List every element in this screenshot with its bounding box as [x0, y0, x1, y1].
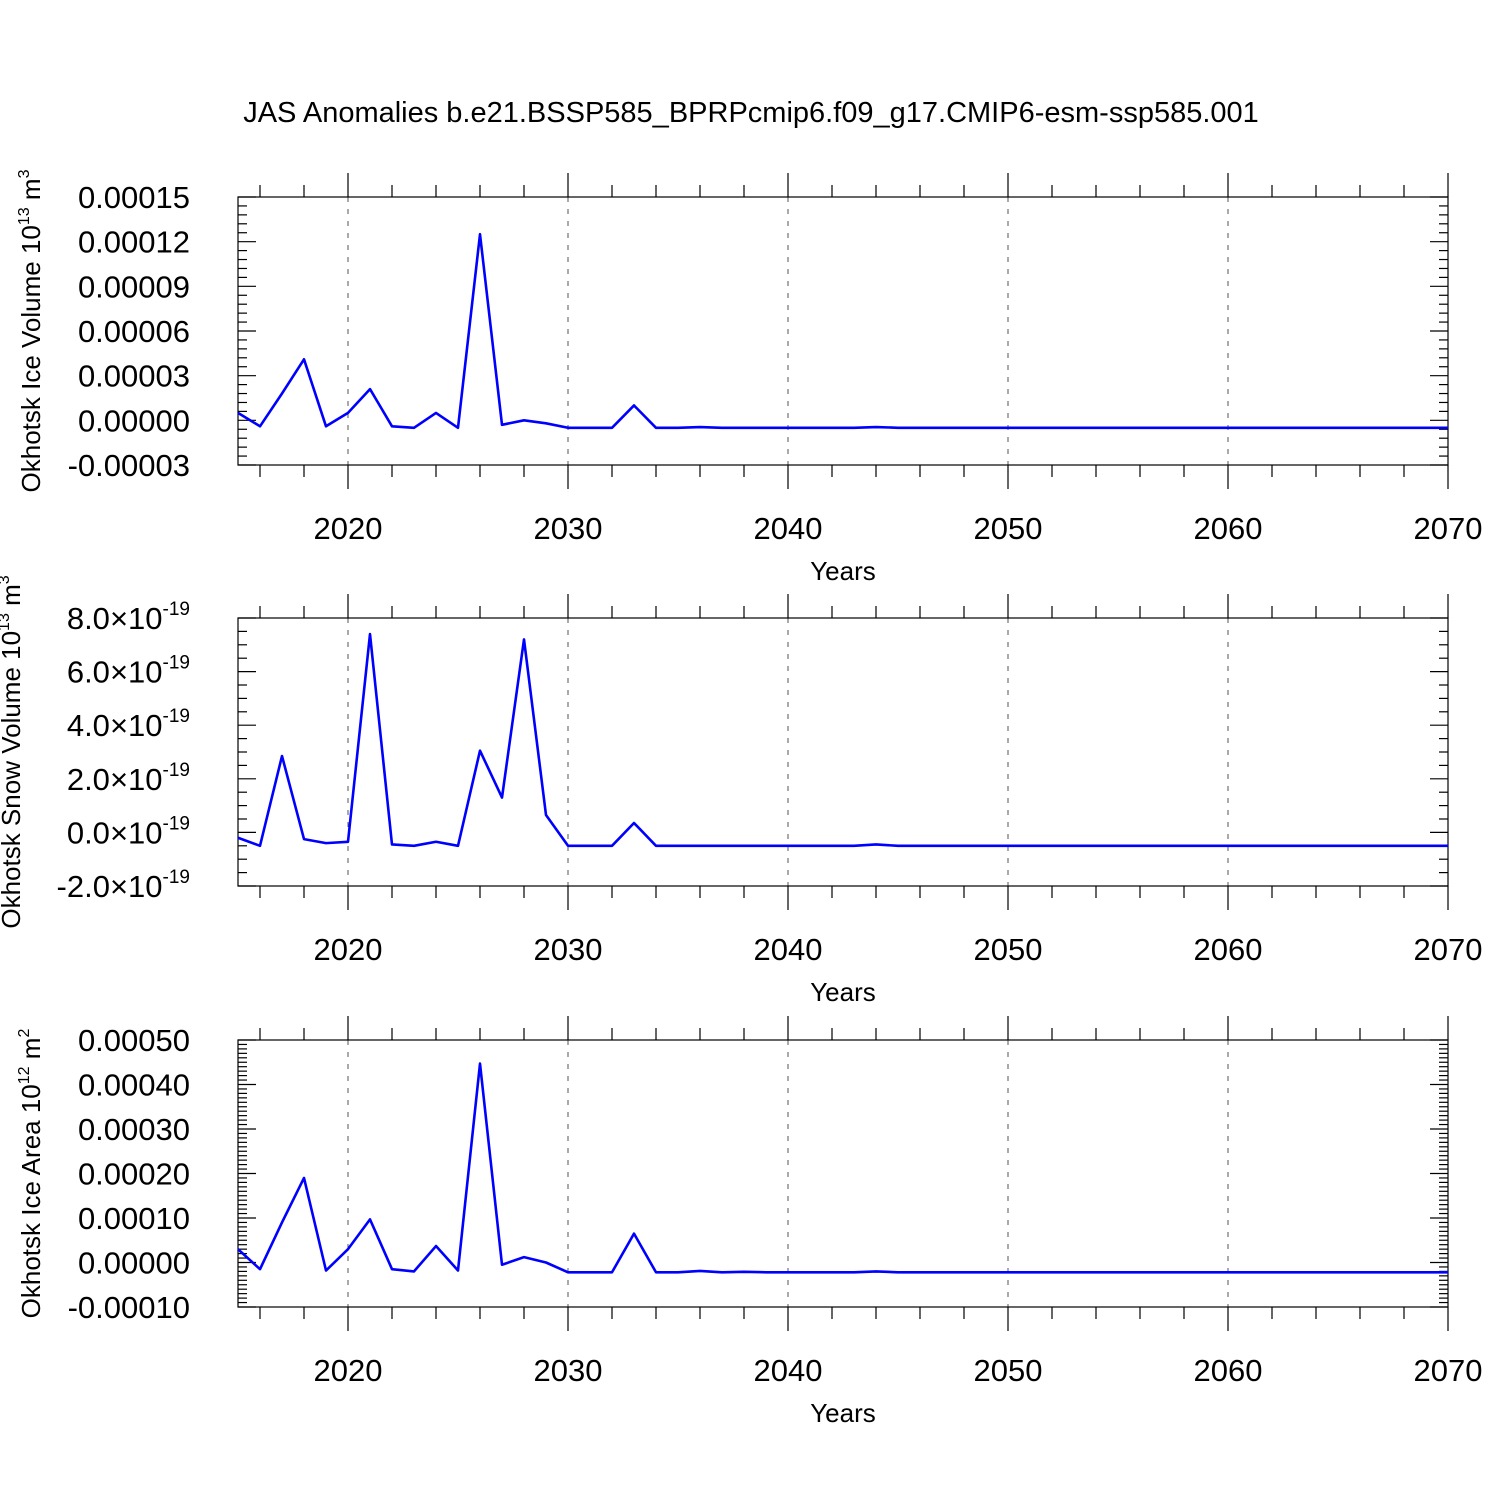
- chart-panel-1: -0.00003 0.00000 0.00003 0.00006 0.00009 0.00…: [16, 169, 1482, 586]
- x-axis-title: Years: [810, 556, 876, 586]
- y-tick-label: 0.00000: [78, 403, 190, 438]
- y-tick-label: 0.00010: [78, 1201, 190, 1236]
- y-tick-label: 2.0×10-19: [67, 760, 190, 797]
- y-tick-label: 0.00009: [78, 269, 190, 304]
- x-tick-label: 2070: [1414, 932, 1483, 967]
- x-tick-label: 2030: [534, 1353, 603, 1388]
- series-line: [237, 232, 1448, 430]
- y-tick-label: 0.00050: [78, 1023, 190, 1058]
- y-tick-label: 0.00012: [78, 225, 190, 260]
- y-tick-label: 0.00003: [78, 359, 190, 394]
- chart-panels: -0.00003 0.00000 0.00003 0.00006 0.00009 0.00…: [0, 169, 1482, 1428]
- y-tick-label: 6.0×10-19: [67, 653, 190, 690]
- x-axis-title: Years: [810, 1398, 876, 1428]
- x-tick-label: 2050: [974, 932, 1043, 967]
- chart-panel-2: -2.0×10-19 0.0×10-19 2.0×10-19 4.0×10-19 6.0…: [0, 575, 1482, 1007]
- y-tick-label: 0.0×10-19: [67, 813, 190, 850]
- x-tick-label: 2040: [754, 932, 823, 967]
- x-tick-label: 2060: [1194, 511, 1263, 546]
- x-tick-label: 2040: [754, 511, 823, 546]
- figure-title: JAS Anomalies b.e21.BSSP585_BPRPcmip6.f0…: [243, 97, 1259, 129]
- series-line: [237, 632, 1448, 848]
- y-tick-label: 0.00000: [78, 1246, 190, 1281]
- x-tick-label: 2030: [534, 511, 603, 546]
- series-line: [237, 1062, 1448, 1274]
- chart-panel-3: -0.00010 0.00000 0.00010 0.00020 0.00030 0.00…: [16, 1016, 1482, 1428]
- y-tick-label: 0.00030: [78, 1112, 190, 1147]
- y-tick-label: 0.00015: [78, 180, 190, 215]
- x-tick-label: 2030: [534, 932, 603, 967]
- x-tick-label: 2060: [1194, 1353, 1263, 1388]
- x-axis-title: Years: [810, 977, 876, 1007]
- y-tick-label: 8.0×10-19: [67, 599, 190, 636]
- x-tick-label: 2040: [754, 1353, 823, 1388]
- y-tick-label: -2.0×10-19: [57, 867, 190, 904]
- y-axis-title: Okhotsk Ice Area 1012 m2: [16, 1029, 46, 1319]
- y-tick-label: 4.0×10-19: [67, 706, 190, 743]
- y-tick-label: -0.00003: [68, 448, 190, 483]
- y-axis-title: Okhotsk Snow Volume 1013 m3: [0, 575, 26, 928]
- x-tick-label: 2020: [314, 511, 383, 546]
- y-tick-label: 0.00040: [78, 1068, 190, 1103]
- y-tick-label: -0.00010: [68, 1290, 190, 1325]
- y-axis-title: Okhotsk Ice Volume 1013 m3: [16, 169, 46, 492]
- x-tick-label: 2020: [314, 1353, 383, 1388]
- x-tick-label: 2050: [974, 511, 1043, 546]
- y-tick-label: 0.00006: [78, 314, 190, 349]
- x-tick-label: 2050: [974, 1353, 1043, 1388]
- y-tick-label: 0.00020: [78, 1157, 190, 1192]
- x-tick-label: 2070: [1414, 1353, 1483, 1388]
- x-tick-label: 2020: [314, 932, 383, 967]
- x-tick-label: 2070: [1414, 511, 1483, 546]
- x-tick-label: 2060: [1194, 932, 1263, 967]
